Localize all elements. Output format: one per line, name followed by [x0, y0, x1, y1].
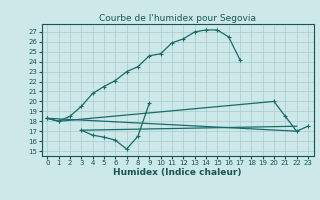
X-axis label: Humidex (Indice chaleur): Humidex (Indice chaleur): [113, 168, 242, 177]
Title: Courbe de l'humidex pour Segovia: Courbe de l'humidex pour Segovia: [99, 14, 256, 23]
